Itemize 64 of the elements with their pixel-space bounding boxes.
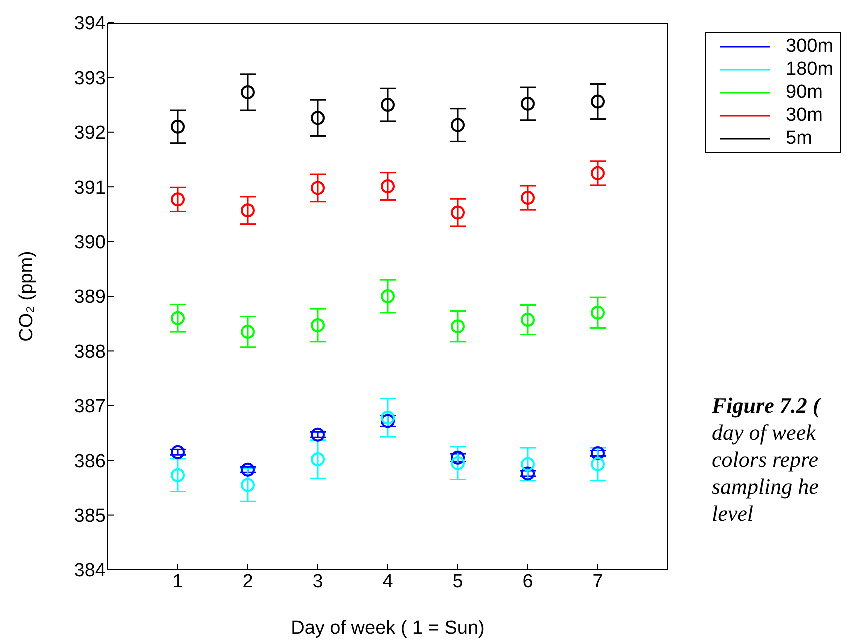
point (171, 311, 185, 326)
legend-label: 300m (786, 36, 834, 58)
point (451, 450, 465, 465)
text: colors repre (712, 446, 820, 473)
point (311, 181, 325, 196)
point (171, 445, 185, 460)
legend-label: 30m (786, 104, 823, 126)
point (311, 428, 325, 442)
point (521, 191, 535, 206)
point (311, 452, 325, 467)
point (521, 96, 535, 111)
text: sampling he (712, 473, 820, 500)
x-tick-label: 1 (172, 571, 184, 592)
y-tick-label: 387 (74, 396, 106, 418)
point (381, 98, 395, 112)
x-tick-label: 3 (312, 571, 324, 592)
point (591, 457, 605, 472)
point (591, 306, 605, 320)
text: level (712, 500, 755, 527)
point (381, 410, 395, 425)
y-tick-label: 392 (74, 123, 106, 144)
point (591, 446, 605, 460)
y-tick-label: 393 (74, 68, 106, 90)
point (311, 318, 325, 332)
y-tick-label: 385 (74, 506, 106, 528)
point (241, 462, 255, 477)
x-tick-label: 4 (382, 571, 394, 592)
text: day of week (712, 419, 818, 446)
legend-label: 5m (786, 128, 812, 150)
point (451, 118, 465, 132)
y-tick-label: 390 (74, 232, 106, 254)
x-tick-label: 7 (592, 571, 604, 592)
point (171, 192, 185, 207)
point (451, 206, 465, 220)
point (381, 180, 395, 194)
x-tick-label: 6 (522, 571, 534, 592)
y-tick-label: 389 (74, 287, 106, 308)
caption: Figure 7.2 ( (712, 392, 820, 419)
point (381, 290, 395, 304)
point (591, 166, 605, 180)
y-tick-label: 386 (74, 451, 106, 472)
y-tick-label: 388 (74, 342, 106, 363)
point (521, 457, 535, 472)
legend-label: 180m (786, 58, 834, 80)
point (171, 120, 185, 134)
point (241, 478, 255, 492)
y-tick-label: 384 (74, 560, 106, 582)
point (241, 325, 255, 340)
y-axis-title: CO₂ (ppm) (16, 251, 38, 342)
point (241, 204, 255, 218)
point (521, 466, 535, 481)
legend-label: 90m (786, 82, 823, 104)
point (521, 313, 535, 328)
x-axis-title: Day of week ( 1 = Sun) (291, 618, 485, 639)
point (451, 320, 465, 334)
point (171, 468, 185, 482)
point (451, 456, 465, 470)
x-tick-label: 2 (242, 571, 254, 592)
y-tick-label: 391 (74, 178, 106, 199)
x-tick-label: 5 (452, 571, 464, 592)
point (241, 85, 255, 100)
y-tick-label: 394 (74, 14, 106, 35)
point (311, 111, 325, 126)
point (591, 94, 605, 109)
